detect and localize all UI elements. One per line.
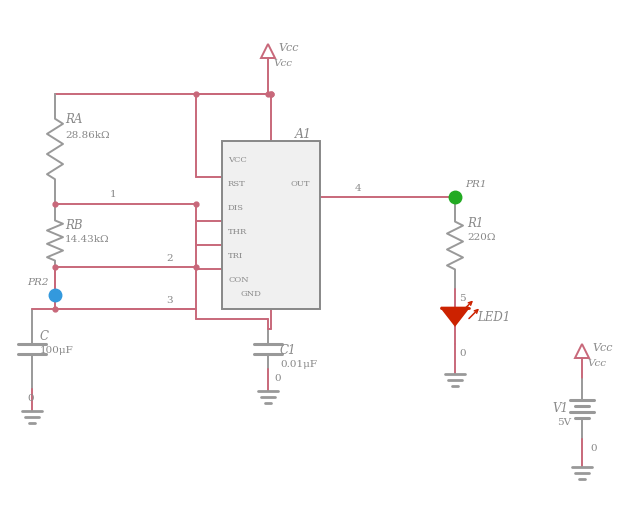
- Text: TRI: TRI: [228, 251, 243, 260]
- Text: Vcc: Vcc: [278, 43, 299, 53]
- Polygon shape: [441, 308, 469, 326]
- Text: v: v: [49, 289, 53, 296]
- Text: 3: 3: [166, 295, 172, 304]
- Text: A1: A1: [295, 128, 312, 140]
- FancyBboxPatch shape: [222, 142, 320, 309]
- Text: CON: CON: [228, 275, 249, 284]
- Text: V1: V1: [552, 401, 568, 414]
- Text: LED1: LED1: [477, 310, 510, 323]
- Text: PR1: PR1: [465, 180, 486, 189]
- Text: 100μF: 100μF: [40, 345, 74, 354]
- Text: 0: 0: [27, 393, 34, 402]
- Text: 0: 0: [274, 373, 281, 382]
- Text: DIS: DIS: [228, 204, 244, 212]
- Text: Vcc: Vcc: [587, 358, 606, 367]
- Text: C1: C1: [280, 344, 297, 356]
- Text: 28.86kΩ: 28.86kΩ: [65, 131, 110, 140]
- Text: OUT: OUT: [290, 180, 309, 188]
- Text: 14.43kΩ: 14.43kΩ: [65, 235, 110, 243]
- Text: RB: RB: [65, 218, 82, 232]
- Text: GND: GND: [240, 290, 261, 297]
- Text: 0: 0: [590, 443, 597, 452]
- Text: PR2: PR2: [27, 277, 48, 287]
- Text: RA: RA: [65, 113, 82, 126]
- Text: v: v: [450, 191, 455, 199]
- Text: VCC: VCC: [228, 156, 247, 164]
- Text: 5: 5: [459, 293, 465, 302]
- Text: 2: 2: [166, 253, 172, 263]
- Text: 0: 0: [459, 348, 465, 357]
- Text: 4: 4: [355, 184, 361, 192]
- Text: Vcc: Vcc: [592, 343, 612, 352]
- Text: RST: RST: [228, 180, 246, 188]
- Text: Vcc: Vcc: [273, 59, 292, 68]
- Text: 0.01μF: 0.01μF: [280, 359, 317, 369]
- Text: C: C: [40, 329, 49, 343]
- Text: R1: R1: [467, 216, 483, 230]
- Text: 1: 1: [110, 190, 117, 199]
- Text: 220Ω: 220Ω: [467, 233, 496, 242]
- Text: THR: THR: [228, 228, 247, 236]
- Text: 5V: 5V: [557, 417, 571, 426]
